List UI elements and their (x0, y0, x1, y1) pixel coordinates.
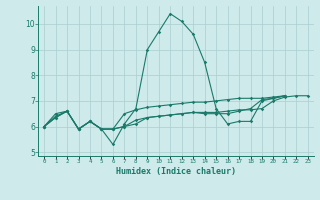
X-axis label: Humidex (Indice chaleur): Humidex (Indice chaleur) (116, 167, 236, 176)
